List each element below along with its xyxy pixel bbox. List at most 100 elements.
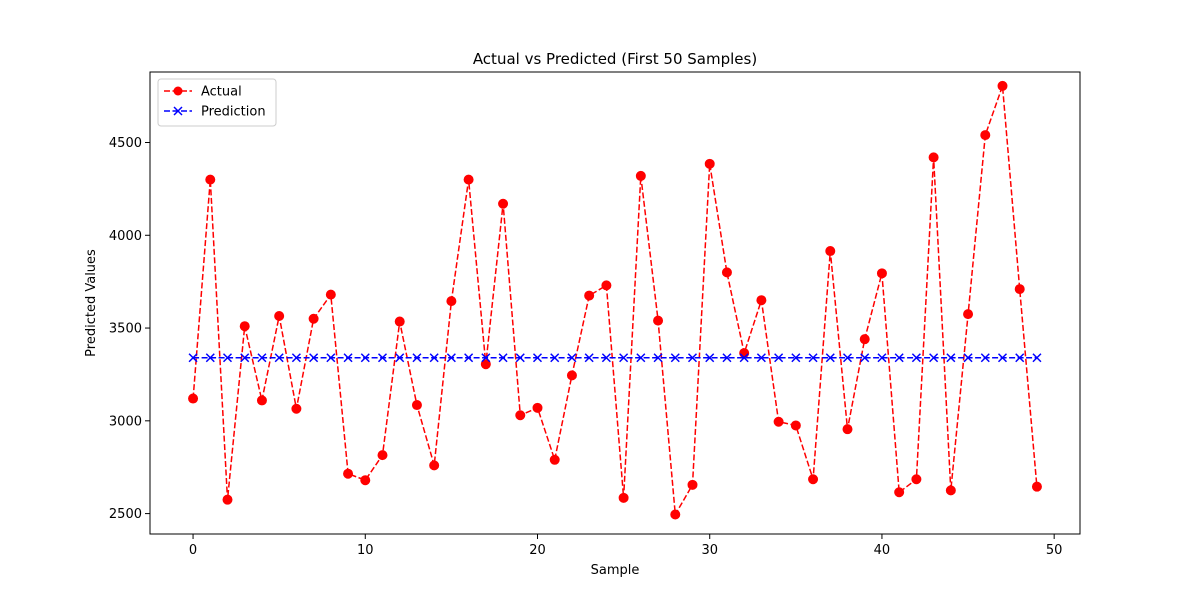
prediction-legend-label: Prediction <box>201 105 266 120</box>
actual-point <box>825 246 836 257</box>
prediction-point <box>532 353 543 363</box>
actual-legend-label: Actual <box>201 85 242 100</box>
legend: Actual Prediction <box>157 78 277 127</box>
actual-point <box>463 174 474 185</box>
actual-point <box>980 130 991 141</box>
prediction-point <box>550 353 560 363</box>
prediction-point <box>343 353 353 363</box>
prediction-point <box>756 353 766 363</box>
actual-point <box>773 416 784 427</box>
actual-point <box>997 80 1008 91</box>
actual-point <box>377 450 388 461</box>
prediction-point <box>911 353 921 363</box>
actual-point <box>394 316 405 327</box>
prediction-point <box>722 353 732 363</box>
actual-point <box>566 370 577 381</box>
actual-point <box>653 315 664 326</box>
x-axis: 0 10 20 30 40 50 <box>189 534 1063 558</box>
prediction-point <box>377 353 388 363</box>
plot-area <box>188 80 1042 520</box>
prediction-point <box>739 353 749 363</box>
actual-point <box>704 158 715 169</box>
prediction-point <box>774 353 784 363</box>
prediction-legend-marker <box>173 106 183 116</box>
chart-title: Actual vs Predicted (First 50 Samples) <box>473 50 757 68</box>
actual-point <box>325 289 336 300</box>
prediction-point <box>601 353 611 363</box>
prediction-point <box>205 353 215 363</box>
actual-point <box>1031 481 1042 492</box>
actual-point <box>963 309 974 320</box>
actual-point <box>928 152 939 163</box>
actual-point <box>687 479 698 490</box>
prediction-point <box>464 353 474 363</box>
actual-point <box>446 296 457 307</box>
prediction-point <box>653 353 663 363</box>
prediction-point <box>257 353 267 363</box>
y-tick-label: 3500 <box>109 322 142 337</box>
actual-point <box>1014 284 1025 295</box>
actual-series-line <box>192 85 1038 517</box>
prediction-point <box>997 353 1008 363</box>
actual-point <box>498 198 509 209</box>
actual-point <box>411 400 422 411</box>
prediction-point <box>481 353 491 363</box>
prediction-point <box>963 353 973 363</box>
prediction-point <box>791 353 801 363</box>
actual-point <box>308 313 319 324</box>
prediction-point <box>808 353 818 363</box>
actual-point <box>876 268 887 279</box>
actual-point <box>515 410 526 421</box>
actual-point <box>808 474 819 485</box>
prediction-point <box>222 353 233 363</box>
prediction-point <box>188 353 198 363</box>
prediction-point <box>291 353 301 363</box>
prediction-point <box>860 353 870 363</box>
actual-point <box>911 474 922 485</box>
x-axis-label: Sample <box>591 563 640 578</box>
actual-point <box>756 295 767 306</box>
y-axis: 2500 3000 3500 4000 4500 <box>109 136 150 522</box>
actual-point <box>894 487 905 498</box>
actual-point <box>842 424 853 435</box>
prediction-point <box>705 353 715 363</box>
prediction-point <box>326 353 336 363</box>
prediction-point <box>309 353 319 363</box>
prediction-point <box>877 353 887 363</box>
actual-point <box>945 485 956 496</box>
actual-point <box>360 475 371 486</box>
actual-point <box>222 494 233 505</box>
x-tick-label: 50 <box>1046 543 1063 558</box>
actual-legend-marker <box>173 86 183 96</box>
prediction-point <box>395 353 405 363</box>
plot-frame <box>149 71 1081 535</box>
actual-point <box>239 321 250 332</box>
prediction-point <box>929 353 939 363</box>
prediction-point <box>412 353 422 363</box>
prediction-point <box>825 353 835 363</box>
prediction-point <box>498 353 508 363</box>
actual-point <box>601 280 612 291</box>
x-tick-label: 40 <box>874 543 891 558</box>
actual-point <box>291 403 302 414</box>
prediction-point <box>360 353 370 363</box>
y-axis-label: Predicted Values <box>84 249 99 357</box>
prediction-point <box>636 353 646 363</box>
actual-point <box>618 492 629 503</box>
actual-point <box>343 468 354 479</box>
actual-point <box>188 393 199 404</box>
prediction-point <box>1032 353 1042 363</box>
prediction-point <box>894 353 904 363</box>
actual-point <box>670 509 681 520</box>
y-tick-label: 4500 <box>109 136 142 151</box>
actual-point <box>480 359 491 370</box>
actual-point <box>205 174 216 185</box>
x-tick-label: 10 <box>357 543 374 558</box>
actual-point <box>549 454 560 465</box>
actual-point <box>790 420 801 431</box>
y-tick-label: 4000 <box>109 229 142 244</box>
prediction-point <box>687 353 698 363</box>
prediction-point <box>240 353 250 363</box>
x-tick-label: 30 <box>701 543 718 558</box>
